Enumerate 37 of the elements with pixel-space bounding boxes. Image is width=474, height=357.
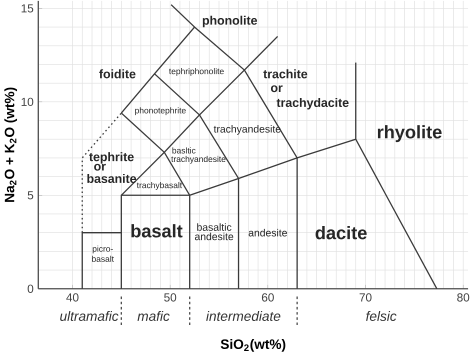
x-tick-label: 60 <box>262 293 274 302</box>
x-tick-label: 70 <box>360 293 372 302</box>
annotation: rhyolite <box>378 125 442 142</box>
annotation: picro- <box>92 246 113 254</box>
annotation: dacite <box>316 226 367 240</box>
y-tick-label: 5 <box>28 191 34 200</box>
annotation: basanite <box>87 174 136 184</box>
annotation: foidite <box>99 69 136 78</box>
annotation: basaltic <box>197 223 232 231</box>
annotation: or <box>94 164 106 171</box>
y-tick-label: 0 <box>28 284 34 293</box>
y-axis-title: Na$_{2}$O + K$_{2}$O (wt%) <box>4 88 18 202</box>
annotation: phonotephrite <box>135 107 186 116</box>
annotation: phonolite <box>202 16 258 28</box>
annotation: basalt <box>92 256 114 262</box>
annotation: tephrite <box>89 152 134 164</box>
annotation: trachite <box>263 69 308 78</box>
text: ultramafic <box>60 311 118 322</box>
annotation: tephriphonolite <box>169 68 224 76</box>
y-tick-label: 10 <box>22 98 34 106</box>
annotation: or <box>270 85 283 92</box>
annotation: andesite <box>194 232 234 240</box>
annotation: trachyandesite <box>171 156 226 164</box>
x-axis-title: SiO$_{2}$(wt%) <box>220 339 286 352</box>
text: mafic <box>138 311 170 322</box>
annotation: trachydacite <box>276 98 349 110</box>
x-tick-label: 40 <box>66 293 79 302</box>
annotation: trachybasalt <box>136 182 182 190</box>
text: intermediate <box>206 311 280 322</box>
x-tick-label: 50 <box>164 293 176 302</box>
text: felsic <box>366 311 396 322</box>
x-tick-label: 80 <box>457 293 470 302</box>
y-tick-label: 15 <box>22 4 34 13</box>
annotation: andesite <box>248 228 287 237</box>
annotation: basltic <box>172 147 196 154</box>
annotation: trachyandesite <box>214 125 281 135</box>
annotation: basalt <box>131 224 182 238</box>
